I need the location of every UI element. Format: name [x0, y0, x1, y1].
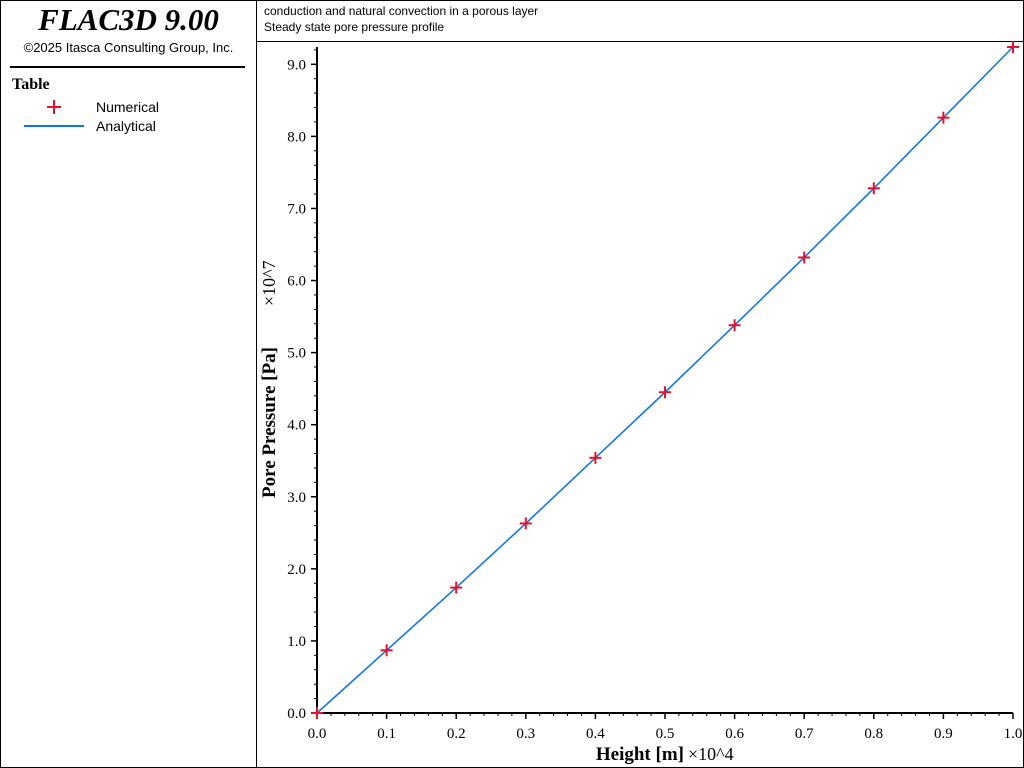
x-tick-label: 0.6	[725, 726, 744, 742]
x-tick-label: 0.2	[447, 726, 466, 742]
header-title-line-2: Steady state pore pressure profile	[264, 20, 445, 34]
y-axis-scale: ×10^7	[259, 260, 279, 306]
chart-canvas: 0.0 0.1 0.2 0.3 0.4 0.5 0.6 0.7 0.8 0.9 1.0 0.0 1.0 2…	[259, 41, 1022, 765]
copyright-text: ©2025 Itasca Consulting Group, Inc.	[23, 40, 234, 55]
analytical-line	[316, 46, 1014, 714]
legend-label: Analytical	[96, 118, 156, 134]
x-tick-label: 0.5	[656, 726, 675, 742]
data-point	[1007, 41, 1019, 53]
x-tick-label: 0.8	[864, 726, 883, 742]
y-axis-title: Pore Pressure [Pa]	[259, 347, 280, 498]
data-point	[798, 251, 811, 264]
numerical-series	[311, 41, 1019, 719]
y-tick-label: 8.0	[287, 129, 306, 145]
data-point	[311, 707, 323, 719]
data-point	[519, 517, 532, 530]
legend-label: Numerical	[96, 99, 160, 115]
y-tick-label: 4.0	[287, 418, 306, 434]
x-axis-title: Height [m]	[596, 744, 684, 765]
x-tick-label: 1.0	[1004, 726, 1023, 742]
x-tick-label: 0.3	[516, 726, 535, 742]
x-tick-label: 0.7	[795, 726, 814, 742]
y-tick-label: 1.0	[287, 634, 306, 650]
data-point	[659, 386, 671, 399]
line-marker-icon	[24, 125, 84, 127]
legend-divider	[10, 66, 245, 68]
y-tick-label: 5.0	[287, 346, 306, 362]
data-point	[937, 111, 950, 124]
y-tick-label: 7.0	[287, 201, 306, 217]
plus-marker-icon	[47, 100, 61, 114]
y-tick-label: 3.0	[287, 490, 306, 506]
y-tick-label: 0.0	[287, 706, 306, 722]
legend-item-analytical: Analytical	[22, 117, 242, 135]
data-point	[380, 644, 393, 657]
x-tick-label: 0.4	[586, 726, 605, 742]
chart-axes: 0.0 0.1 0.2 0.3 0.4 0.5 0.6 0.7 0.8 0.9 1.0 0.0 1.0 2…	[287, 47, 1022, 742]
header-title-line-1: conduction and natural convection in a p…	[264, 4, 539, 18]
data-point	[867, 182, 880, 195]
data-point	[589, 451, 602, 464]
analytical-series	[316, 46, 1014, 714]
x-axis-scale: ×10^4	[688, 744, 734, 764]
app-title: FLAC3D 9.00	[38, 2, 219, 37]
y-tick-label: 2.0	[287, 562, 306, 578]
x-tick-label: 0.0	[308, 726, 327, 742]
legend-item-numerical: Numerical	[22, 98, 242, 116]
legend-title: Table	[12, 76, 50, 93]
data-point	[728, 319, 741, 332]
x-tick-label: 0.1	[377, 726, 396, 742]
y-tick-label: 9.0	[287, 57, 306, 73]
y-tick-label: 6.0	[287, 274, 306, 290]
data-point	[450, 581, 463, 594]
x-tick-label: 0.9	[934, 726, 953, 742]
